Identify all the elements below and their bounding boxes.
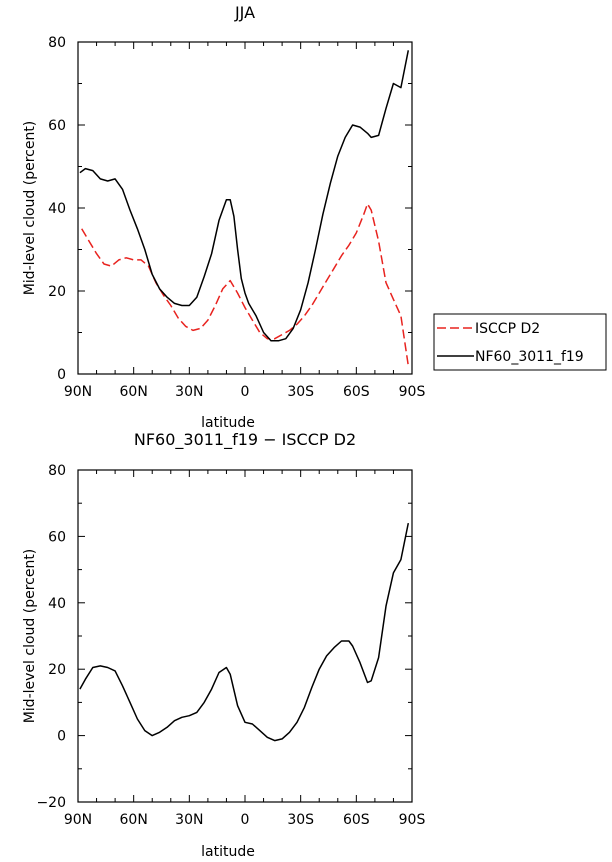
legend-label-nf60: NF60_3011_f19 [475, 349, 584, 365]
panel-bottom-xtick-label: 30N [175, 812, 203, 828]
panel-top-series-line-nf60 [79, 50, 410, 342]
panel-top-ytick-label: 80 [48, 35, 66, 51]
panel-bottom-xlabel: latitude [201, 844, 255, 860]
panel-top-xtick-label: 0 [241, 384, 250, 400]
panel-top-title: JJA [234, 3, 255, 22]
panel-top-xtick-label: 90S [399, 384, 426, 400]
panel-top: JJA 90N 60N 30N 0 30S 60S 90S 0 20 40 60 80 latitud… [22, 3, 607, 431]
panel-bottom-title: NF60_3011_f19 − ISCCP D2 [134, 430, 356, 450]
panel-bottom: NF60_3011_f19 − ISCCP D2 90N 60N 30N 0 30S 60… [22, 430, 425, 860]
panel-top-ytick-label: 40 [48, 201, 66, 217]
panel-top-xtick-label: 60S [343, 384, 370, 400]
panel-top-series-line-isccp [81, 203, 410, 366]
panel-bottom-xtick-label: 0 [241, 812, 250, 828]
panel-top-ytick-label: 60 [48, 118, 66, 134]
legend-box [433, 313, 607, 371]
panel-top-xtick-label: 60N [120, 384, 148, 400]
panel-bottom-series-line-difference [79, 522, 410, 742]
panel-top-frame [77, 41, 413, 375]
panel-top-ticks: 90N 60N 30N 0 30S 60S 90S 0 20 40 60 80 [48, 35, 425, 400]
panel-top-xtick-label: 30S [287, 384, 314, 400]
panel-bottom-ytick-label: 0 [57, 729, 66, 745]
panel-bottom-ytick-label: −20 [36, 795, 66, 811]
panel-top-ylabel: Mid-level cloud (percent) [22, 121, 38, 296]
panel-bottom-xtick-label: 60S [343, 812, 370, 828]
panel-top-xtick-label: 30N [175, 384, 203, 400]
panel-bottom-series [79, 522, 410, 742]
panel-bottom-ytick-label: 20 [48, 662, 66, 678]
panel-top-series [79, 50, 410, 366]
panel-bottom-xtick-label: 60N [120, 812, 148, 828]
panel-top-ytick-label: 0 [57, 367, 66, 383]
panel-bottom-xtick-label: 90N [64, 812, 92, 828]
panel-bottom-xtick-label: 90S [399, 812, 426, 828]
panel-bottom-ytick-label: 40 [48, 596, 66, 612]
panel-bottom-ytick-label: 80 [48, 463, 66, 479]
legend: ISCCP D2 NF60_3011_f19 [433, 313, 607, 371]
panel-bottom-frame [77, 469, 413, 803]
panel-bottom-ylabel: Mid-level cloud (percent) [22, 549, 38, 724]
panel-bottom-ytick-label: 60 [48, 529, 66, 545]
panel-top-xlabel: latitude [201, 415, 255, 431]
panel-bottom-xtick-label: 30S [287, 812, 314, 828]
panel-top-ytick-label: 20 [48, 284, 66, 300]
panel-top-xtick-label: 90N [64, 384, 92, 400]
legend-label-isccp: ISCCP D2 [475, 321, 540, 337]
panel-bottom-ticks: 90N 60N 30N 0 30S 60S 90S −20 0 20 40 60 80 [36, 463, 425, 828]
